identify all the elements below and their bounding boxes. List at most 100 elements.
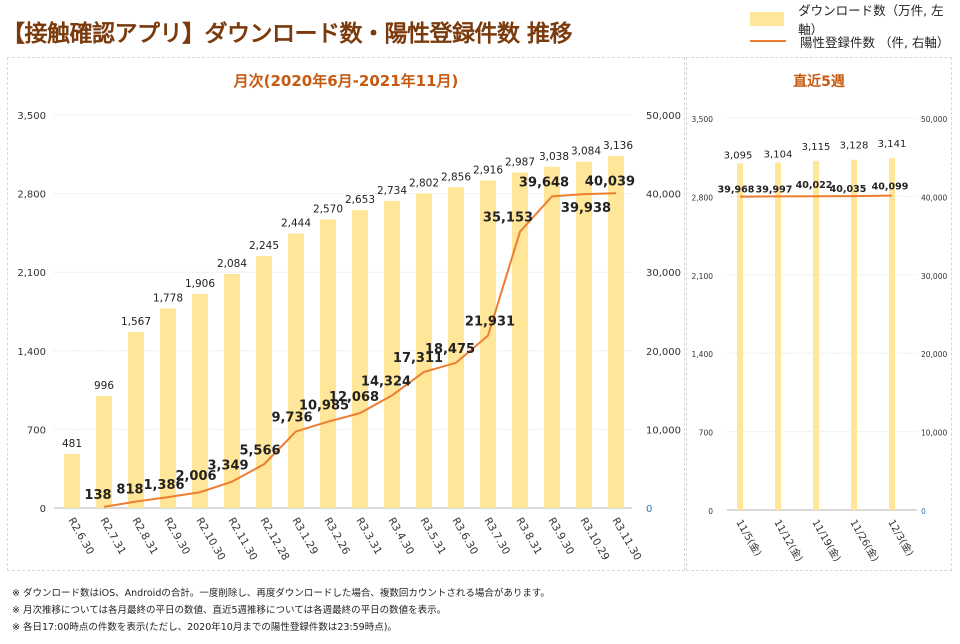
bar-data-label: 3,115 [802, 142, 831, 153]
right-axis-tick: 20,000 [646, 347, 681, 358]
footnote: ※ 各日17:00時点の件数を表示(ただし、2020年10月までの陽性登録件数は… [12, 622, 397, 633]
positives-line [739, 194, 893, 198]
bar [288, 233, 304, 508]
bar-data-label: 3,038 [539, 151, 569, 163]
category-label: 12/3(金) [885, 517, 916, 558]
bar-data-label: 2,987 [505, 157, 535, 169]
monthly-chart-panel: 月次(2020年6月-2021年11月) 0 700 1,400 2,100 2,800 3… [7, 57, 685, 571]
chart-title: 月次(2020年6月-2021年11月) [233, 72, 459, 90]
line-data-label: 21,931 [465, 315, 515, 330]
right-axis-tick: 20,000 [921, 350, 947, 359]
category-label: R3.7.30 [481, 516, 512, 557]
bar-data-label: 2,653 [345, 194, 375, 206]
left-axis-tick: 2,100 [17, 268, 46, 279]
footnote: ※ 月次推移については各月最終の平日の数値、直近5週推移については各週最終の平日… [12, 605, 447, 616]
category-label: R2.10.30 [193, 516, 227, 563]
bar [192, 293, 208, 508]
bar-data-label: 1,906 [185, 278, 215, 290]
bar-data-label: 2,916 [473, 165, 503, 177]
left-axis-tick: 2,800 [17, 190, 46, 201]
bar [512, 172, 528, 508]
right-axis-tick: 30,000 [646, 268, 681, 279]
line-data-label: 39,648 [519, 175, 569, 190]
line-data-label: 40,035 [830, 184, 867, 195]
bar [889, 158, 895, 510]
bar-data-label: 2,084 [217, 258, 247, 270]
bar-data-label: 1,567 [121, 316, 151, 328]
line-data-label: 9,736 [271, 410, 312, 425]
bar [64, 453, 80, 508]
right-axis-tick: 50,000 [921, 115, 947, 124]
category-label: R3.8.31 [513, 516, 544, 557]
bar [448, 187, 464, 508]
category-label: R3.4.30 [385, 516, 416, 557]
right-axis-tick: 40,000 [921, 193, 947, 202]
bar [576, 161, 592, 508]
footnotes: ※ ダウンロード数はiOS、Androidの合計。一度削除し、再度ダウンロードし… [12, 585, 550, 636]
bar-data-label: 2,444 [281, 218, 311, 230]
monthly-chart: 月次(2020年6月-2021年11月) 0 700 1,400 2,100 2,800 3… [17, 72, 681, 563]
left-axis-tick: 0 [708, 507, 713, 516]
line-data-label: 138 [84, 488, 111, 503]
left-axis-tick: 2,100 [692, 272, 714, 281]
right-axis-tick: 0 [921, 507, 926, 516]
bar-swatch-icon [750, 12, 785, 26]
category-label: 11/26(金) [847, 517, 882, 564]
line-data-label: 40,099 [872, 182, 909, 193]
left-axis-tick: 2,800 [692, 193, 714, 202]
legend-label-positives: 陽性登録件数 （件, 右軸） [800, 34, 950, 50]
weekly-chart: 直近5週 0 700 1,400 2,100 2,800 3,500 0 10,000 20,00… [692, 73, 948, 564]
line-data-label: 35,153 [483, 211, 533, 226]
bar-data-label: 1,778 [153, 292, 183, 304]
bar-data-label: 2,734 [377, 185, 407, 197]
category-label: R3.3.31 [353, 516, 384, 557]
category-label: R3.9.30 [545, 516, 576, 557]
bar-data-label: 2,570 [313, 203, 343, 215]
right-axis-tick: 40,000 [646, 190, 681, 201]
line-data-label: 5,566 [239, 443, 280, 458]
footnote: ※ ダウンロード数はiOS、Androidの合計。一度削除し、再度ダウンロードし… [12, 588, 550, 599]
line-data-label: 39,968 [718, 185, 755, 196]
left-axis-tick: 3,500 [17, 111, 46, 122]
category-label: R3.10.29 [577, 516, 611, 563]
bar [256, 255, 272, 508]
bar [813, 161, 819, 510]
category-label: 11/12(金) [771, 517, 806, 564]
line-data-label: 40,039 [585, 174, 635, 189]
line-data-label: 39,938 [561, 201, 611, 216]
bar-data-label: 996 [94, 380, 114, 392]
category-label: R3.6.30 [449, 516, 480, 557]
line-data-label: 17,311 [393, 351, 443, 366]
category-label: R3.5.31 [417, 516, 448, 557]
legend-item-positives: 陽性登録件数 （件, 右軸） [750, 30, 960, 52]
bar [160, 308, 176, 508]
line-data-label: 40,022 [796, 180, 833, 191]
chart-title: 直近5週 [793, 73, 845, 90]
category-label: R2.8.31 [129, 516, 160, 557]
category-label: R2.9.30 [161, 516, 192, 557]
bar-data-label: 3,136 [603, 140, 633, 152]
bar [480, 180, 496, 508]
bar [352, 210, 368, 508]
line-data-label: 818 [116, 483, 143, 498]
bar [608, 155, 624, 508]
bar-data-label: 3,141 [878, 139, 907, 150]
left-axis-tick: 700 [699, 429, 714, 438]
line-data-label: 14,324 [361, 374, 411, 389]
bar-data-label: 3,095 [724, 150, 753, 161]
legend-label-downloads: ダウンロード数（万件, 左軸） [798, 3, 944, 37]
left-axis-tick: 1,400 [692, 350, 714, 359]
line-data-label: 39,997 [756, 184, 793, 195]
left-axis-tick: 700 [27, 425, 46, 436]
line-swatch-icon [750, 40, 786, 42]
line-data-label: 3,349 [207, 459, 248, 474]
left-axis-tick: 0 [40, 504, 46, 515]
page-title: 【接触確認アプリ】ダウンロード数・陽性登録件数 推移 [2, 21, 573, 47]
left-axis-tick: 1,400 [17, 347, 46, 358]
bar-data-label: 2,856 [441, 171, 471, 183]
bar [96, 396, 112, 508]
weekly-chart-panel: 直近5週 0 700 1,400 2,100 2,800 3,500 0 10,000 20,00… [686, 57, 952, 571]
line-data-label: 10,985 [299, 399, 349, 414]
bar-data-label: 3,104 [764, 149, 793, 160]
right-axis-tick: 10,000 [921, 429, 947, 438]
